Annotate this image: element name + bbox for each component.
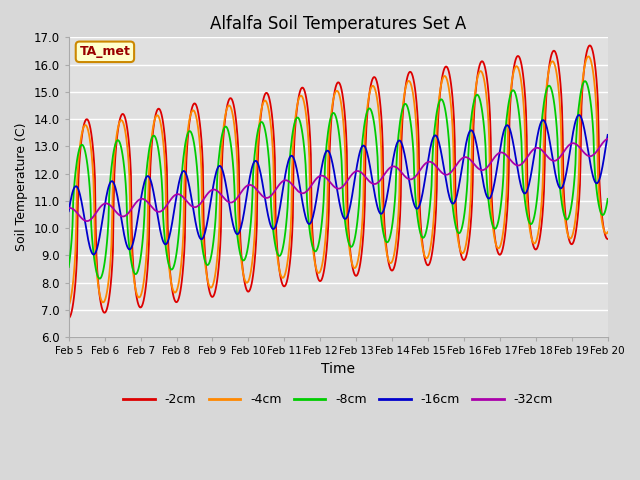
-16cm bbox=[75, 187, 83, 192]
Line: -4cm: -4cm bbox=[68, 56, 608, 306]
-32cm bbox=[83, 218, 90, 224]
-4cm bbox=[185, 121, 193, 127]
X-axis label: Time: Time bbox=[321, 362, 355, 376]
-4cm bbox=[213, 256, 221, 262]
-4cm bbox=[130, 276, 138, 282]
-8cm bbox=[131, 271, 138, 276]
-2cm bbox=[65, 315, 72, 321]
-32cm bbox=[404, 176, 412, 182]
Line: -2cm: -2cm bbox=[68, 46, 608, 318]
-2cm bbox=[130, 272, 138, 278]
-8cm bbox=[75, 150, 83, 156]
-16cm bbox=[131, 233, 138, 239]
-16cm bbox=[575, 112, 583, 118]
-2cm bbox=[185, 126, 193, 132]
-8cm bbox=[214, 166, 221, 171]
Y-axis label: Soil Temperature (C): Soil Temperature (C) bbox=[15, 123, 28, 252]
Line: -8cm: -8cm bbox=[68, 81, 608, 279]
Legend: -2cm, -4cm, -8cm, -16cm, -32cm: -2cm, -4cm, -8cm, -16cm, -32cm bbox=[118, 388, 558, 411]
-8cm bbox=[65, 264, 72, 270]
-8cm bbox=[604, 196, 612, 202]
-4cm bbox=[75, 158, 83, 164]
-8cm bbox=[95, 276, 103, 282]
-32cm bbox=[131, 202, 138, 207]
-4cm bbox=[419, 248, 427, 254]
-4cm bbox=[65, 303, 72, 309]
Line: -32cm: -32cm bbox=[68, 139, 608, 221]
-2cm bbox=[419, 247, 427, 253]
-16cm bbox=[186, 184, 193, 190]
-2cm bbox=[404, 73, 412, 79]
-2cm bbox=[586, 43, 593, 48]
-8cm bbox=[404, 107, 412, 112]
-16cm bbox=[604, 132, 612, 138]
Title: Alfalfa Soil Temperatures Set A: Alfalfa Soil Temperatures Set A bbox=[210, 15, 467, 33]
-32cm bbox=[420, 162, 428, 168]
-4cm bbox=[584, 53, 592, 59]
-2cm bbox=[213, 277, 221, 283]
Line: -16cm: -16cm bbox=[68, 115, 608, 254]
-32cm bbox=[65, 205, 72, 211]
-32cm bbox=[186, 201, 193, 207]
-4cm bbox=[604, 229, 612, 235]
-32cm bbox=[214, 189, 221, 194]
-16cm bbox=[214, 165, 221, 170]
-32cm bbox=[75, 212, 83, 217]
-8cm bbox=[420, 234, 428, 240]
-16cm bbox=[90, 252, 97, 257]
Text: TA_met: TA_met bbox=[79, 45, 131, 58]
-8cm bbox=[186, 128, 193, 134]
-2cm bbox=[604, 236, 612, 242]
-4cm bbox=[404, 79, 412, 84]
-16cm bbox=[420, 182, 428, 188]
-16cm bbox=[404, 172, 412, 178]
-32cm bbox=[604, 136, 612, 142]
-8cm bbox=[581, 78, 589, 84]
-2cm bbox=[75, 177, 83, 182]
-16cm bbox=[65, 208, 72, 214]
